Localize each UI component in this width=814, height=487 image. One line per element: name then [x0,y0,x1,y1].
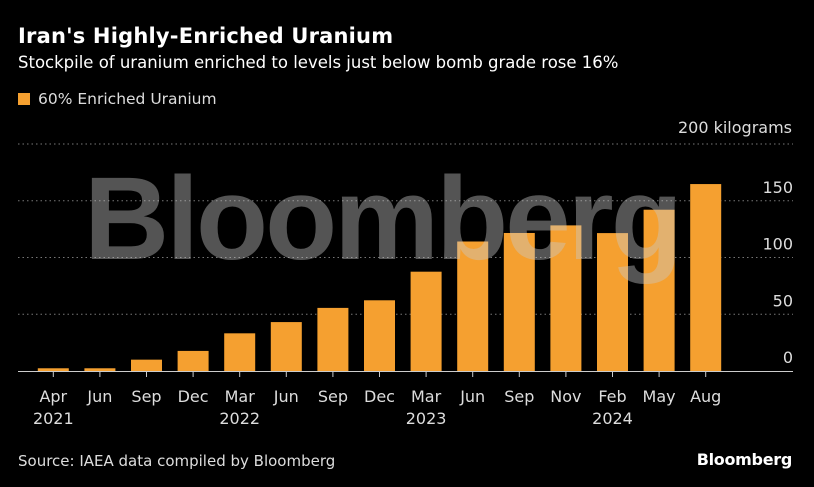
legend: 60% Enriched Uranium [18,90,217,108]
x-tick-label: Sep [318,387,348,406]
x-tick-label: Mar [225,387,256,406]
y-axis-unit-label: 200 kilograms [677,118,792,137]
x-year-label: 2021 [33,409,74,428]
bloomberg-logo: Bloomberg [696,450,793,469]
bar [37,368,69,371]
x-tick-label: May [643,387,676,406]
y-tick-label: 100 [762,235,793,254]
bar [177,350,209,371]
x-tick-label: Mar [411,387,442,406]
bar [503,232,535,371]
x-tick-label: Feb [598,387,626,406]
x-tick-label: Aug [690,387,721,406]
bar [364,300,395,371]
x-tick-label: Sep [131,387,161,406]
x-tick-label: Dec [364,387,395,406]
x-tick-label: Jun [273,387,299,406]
legend-label: 60% Enriched Uranium [38,90,217,108]
legend-swatch [18,93,30,105]
chart-subtitle: Stockpile of uranium enriched to levels … [18,53,619,72]
bar [131,359,162,371]
chart-title: Iran's Highly-Enriched Uranium [18,24,394,48]
bar [410,271,442,371]
x-tick-label: Apr [39,387,67,406]
y-tick-label: 150 [762,178,793,197]
x-tick-label: Dec [178,387,209,406]
bar [643,209,675,371]
bar [317,307,349,371]
x-tick-label: Sep [504,387,534,406]
y-tick-label: 50 [773,291,793,310]
x-year-label: 2024 [592,409,633,428]
source-note: Source: IAEA data compiled by Bloomberg [18,452,336,470]
x-year-label: 2023 [406,409,447,428]
x-tick-label: Nov [550,387,581,406]
x-tick-label: Jun [86,387,112,406]
bar [84,368,116,371]
x-tick-label: Jun [459,387,485,406]
bar [224,333,256,371]
y-tick-label: 0 [783,348,793,367]
bar [270,322,302,371]
x-year-label: 2022 [219,409,260,428]
bar [690,184,722,371]
bar [457,241,489,371]
bar [597,233,628,371]
bar [550,225,582,371]
